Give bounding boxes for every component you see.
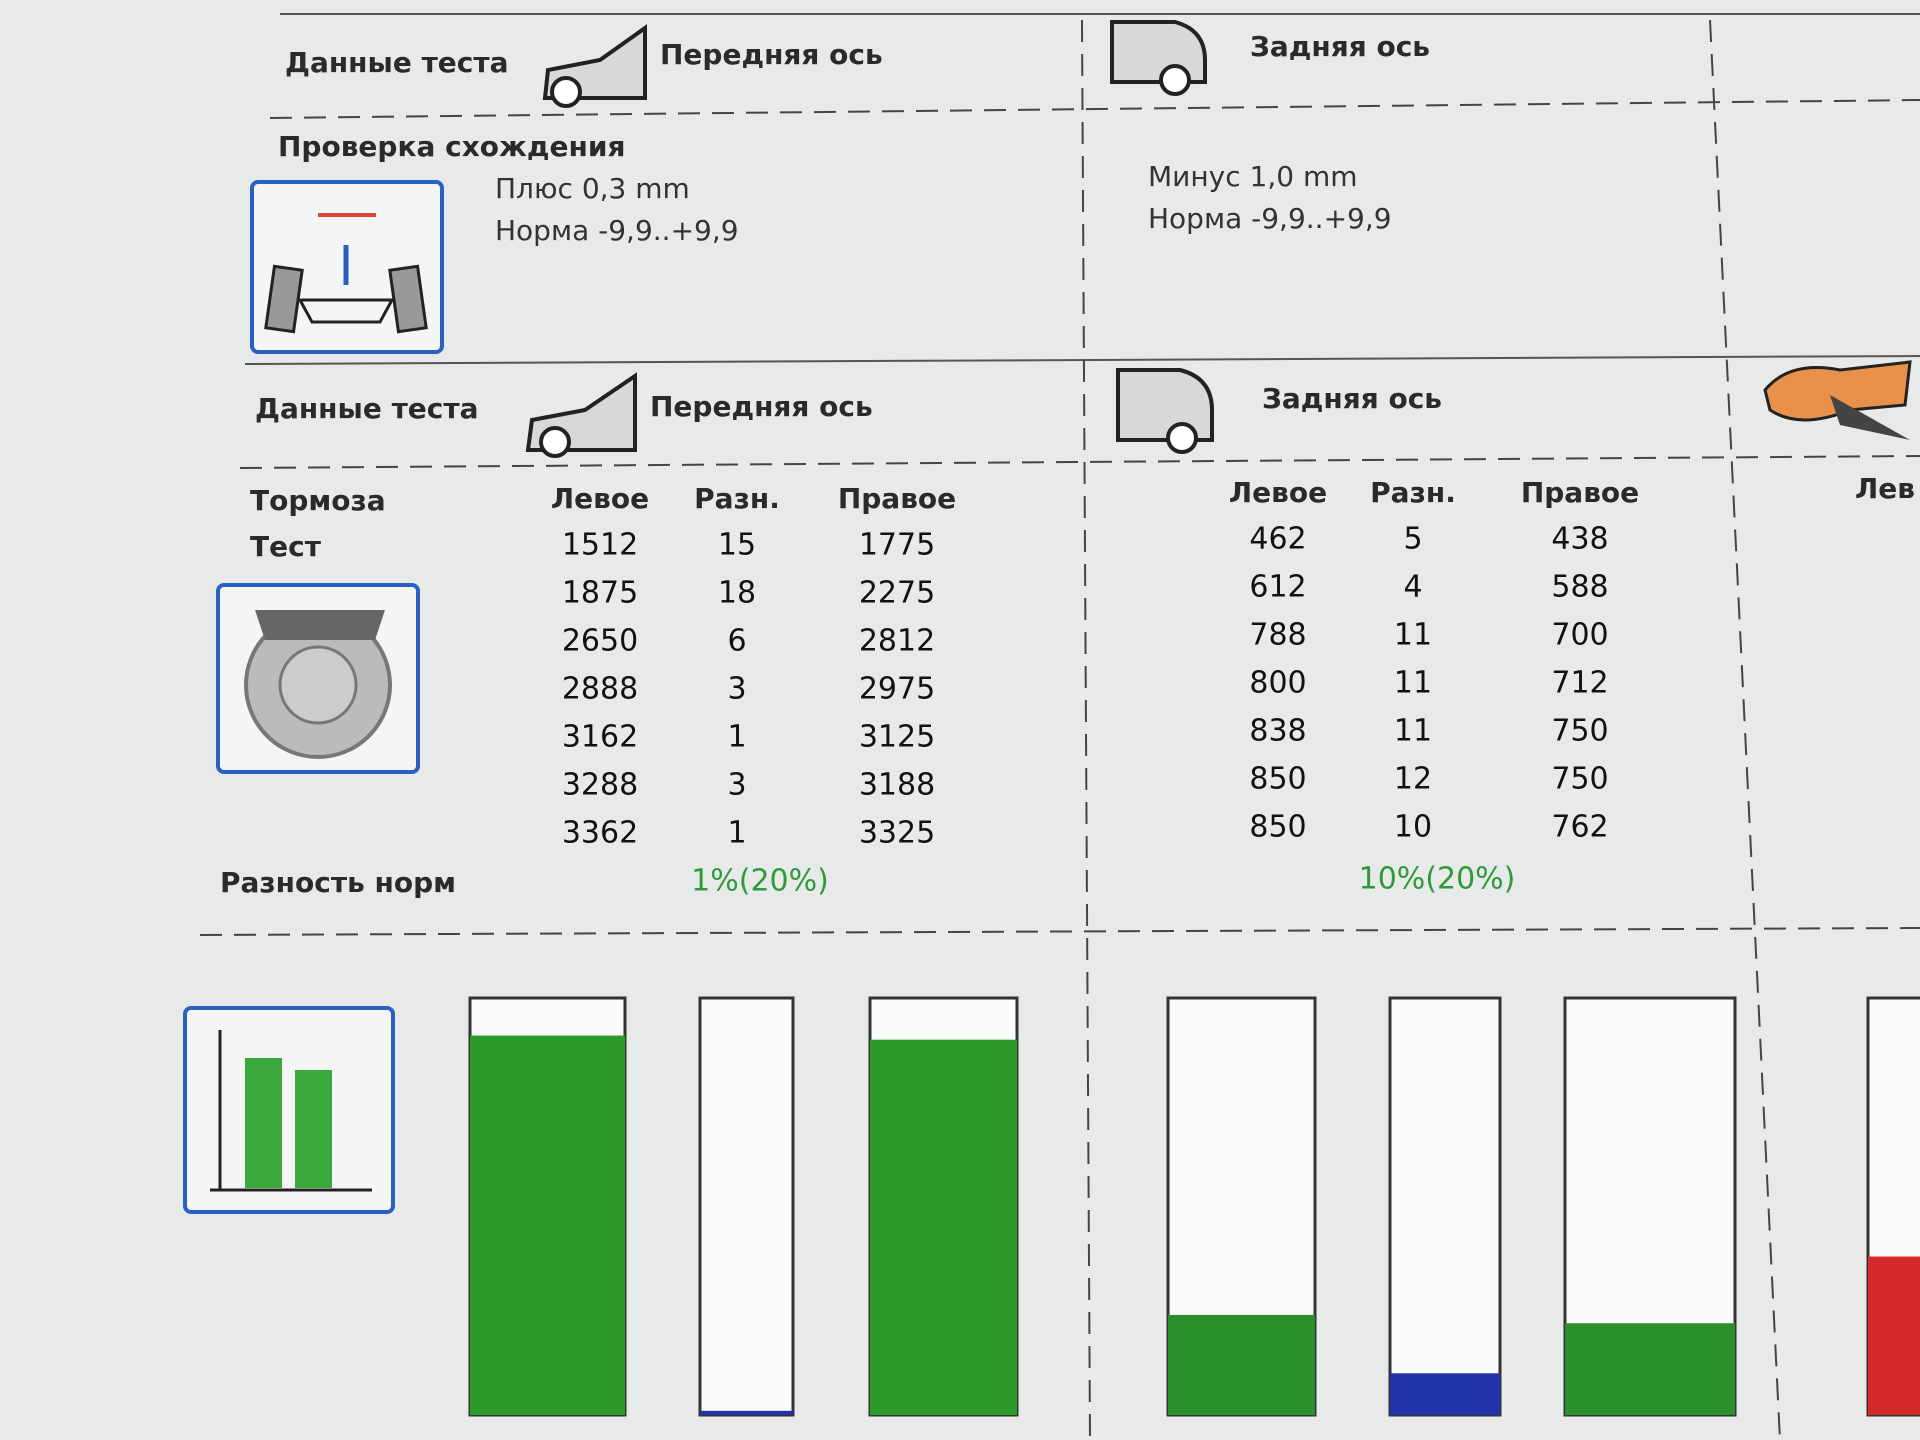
column-header: Правое [1521, 476, 1639, 509]
header-front: Передняя ось [660, 38, 883, 71]
cell: 3288 [562, 768, 638, 803]
cell: 462 [1249, 522, 1306, 557]
rule [269, 99, 1920, 119]
cell: 4 [1403, 570, 1422, 605]
cell: 5 [1403, 522, 1422, 557]
bar-fill [470, 1035, 625, 1415]
rear-norm-diff: 10%(20%) [1359, 862, 1516, 897]
cell: 18 [718, 576, 756, 611]
cell: 438 [1551, 522, 1608, 557]
rule [199, 927, 1920, 936]
bar-fill [870, 1039, 1017, 1415]
rear-value: Минус 1,0 mm [1148, 160, 1358, 193]
cell: 712 [1551, 666, 1608, 701]
cell: 11 [1394, 618, 1432, 653]
cell: 2888 [562, 672, 638, 707]
cell: 2650 [562, 624, 638, 659]
cell: 788 [1249, 618, 1306, 653]
header-rear: Задняя ось [1250, 30, 1430, 63]
cell: 850 [1249, 810, 1306, 845]
header-label: Данные теста [255, 392, 479, 425]
bar-frame [698, 996, 795, 1417]
front-norm-diff: 1%(20%) [691, 864, 829, 899]
car-icon [525, 372, 637, 458]
cell: 2975 [859, 672, 935, 707]
header-front: Передняя ось [650, 390, 873, 423]
column-header: Разн. [694, 482, 780, 515]
rule [244, 355, 1920, 365]
bar-fill [1390, 1373, 1500, 1415]
cell: 588 [1551, 570, 1608, 605]
bar-fill [700, 1410, 793, 1415]
cell: 12 [1394, 762, 1432, 797]
extra-column: Лев [1855, 472, 1915, 505]
bar-fill [1868, 1256, 1920, 1415]
bar-fill [1168, 1314, 1315, 1415]
cell: 3 [727, 768, 746, 803]
cell: 838 [1249, 714, 1306, 749]
cell: 3325 [859, 816, 935, 851]
cell: 1875 [562, 576, 638, 611]
cell: 3 [727, 672, 746, 707]
header-label: Данные теста [285, 46, 509, 79]
column-header: Правое [838, 482, 956, 515]
cell: 1 [727, 720, 746, 755]
cell: 11 [1394, 714, 1432, 749]
cell: 1775 [859, 528, 935, 563]
norm-label: Разность норм [220, 866, 456, 899]
cell: 750 [1551, 762, 1608, 797]
brake-icon [216, 583, 420, 774]
column-header: Разн. [1370, 476, 1456, 509]
bar-frame [1388, 996, 1502, 1417]
cell: 850 [1249, 762, 1306, 797]
bar-group [468, 996, 1920, 1417]
column-header: Левое [551, 482, 649, 515]
front-norm: Норма -9,9..+9,9 [495, 214, 739, 247]
cell: 612 [1249, 570, 1306, 605]
car-icon [542, 24, 647, 108]
hand-icon [1763, 360, 1912, 440]
cell: 800 [1249, 666, 1306, 701]
cell: 2275 [859, 576, 935, 611]
brakes-sublabel: Тест [250, 530, 322, 563]
header-rear: Задняя ось [1262, 382, 1442, 415]
section-title: Проверка схождения [278, 130, 625, 163]
front-value: Плюс 0,3 mm [495, 172, 690, 205]
cell: 3188 [859, 768, 935, 803]
chart-icon [183, 1006, 395, 1214]
rear-norm: Норма -9,9..+9,9 [1148, 202, 1392, 235]
cell: 6 [727, 624, 746, 659]
cell: 3362 [562, 816, 638, 851]
cell: 10 [1394, 810, 1432, 845]
column-header: Левое [1229, 476, 1327, 509]
rule [239, 455, 1920, 469]
cell: 762 [1551, 810, 1608, 845]
cell: 3125 [859, 720, 935, 755]
cell: 1512 [562, 528, 638, 563]
cell: 11 [1394, 666, 1432, 701]
cell: 700 [1551, 618, 1608, 653]
van-icon [1110, 20, 1207, 96]
brakes-label: Тормоза [250, 484, 386, 517]
cell: 15 [718, 528, 756, 563]
cell: 3162 [562, 720, 638, 755]
cell: 750 [1551, 714, 1608, 749]
toe-icon [250, 180, 444, 354]
van-icon [1116, 368, 1214, 454]
cell: 1 [727, 816, 746, 851]
bar-fill [1565, 1323, 1735, 1415]
cell: 2812 [859, 624, 935, 659]
